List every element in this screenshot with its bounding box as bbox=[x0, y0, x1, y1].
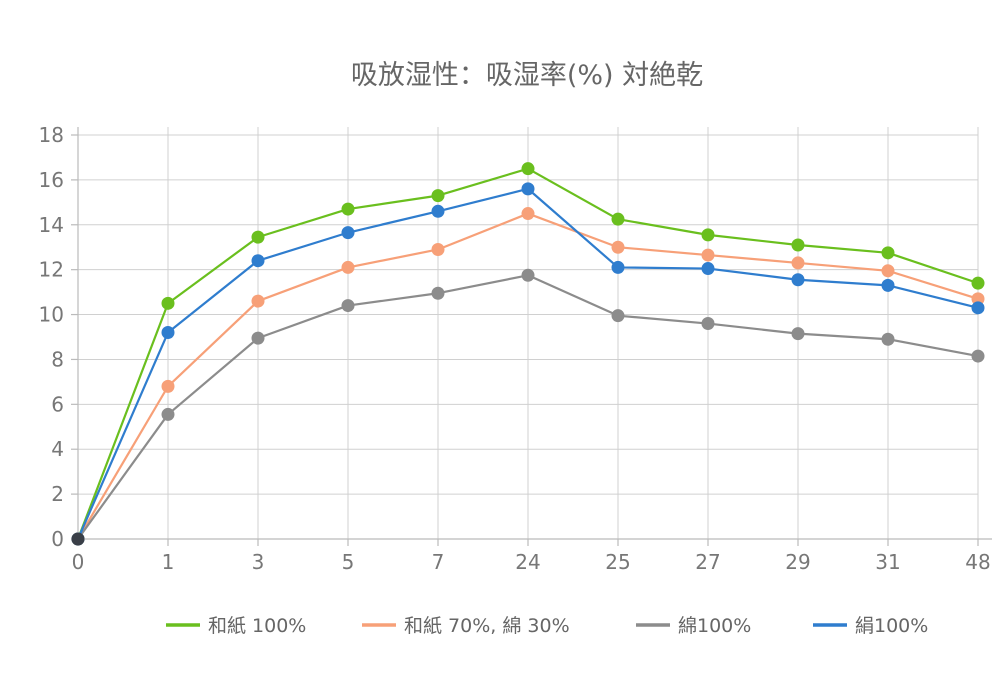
y-tick-label: 18 bbox=[39, 123, 64, 147]
y-tick-label: 16 bbox=[39, 168, 64, 192]
x-tick-label: 0 bbox=[72, 550, 85, 574]
data-point bbox=[611, 240, 625, 254]
data-point bbox=[701, 262, 715, 276]
x-tick-label: 24 bbox=[515, 550, 540, 574]
data-point bbox=[791, 327, 805, 341]
y-tick-label: 2 bbox=[51, 482, 64, 506]
x-tick-label: 5 bbox=[342, 550, 355, 574]
data-point bbox=[701, 228, 715, 242]
x-tick-label: 25 bbox=[605, 550, 630, 574]
series-1 bbox=[71, 207, 985, 546]
y-tick-label: 4 bbox=[51, 437, 64, 461]
data-point bbox=[971, 301, 985, 315]
data-point bbox=[521, 182, 535, 196]
chart-title: 吸放湿性：吸湿率(%) 対絶乾 bbox=[351, 60, 703, 91]
y-tick-label: 14 bbox=[39, 213, 64, 237]
data-point bbox=[971, 292, 985, 306]
legend-label: 絹100% bbox=[855, 615, 928, 637]
x-tick-label: 31 bbox=[875, 550, 900, 574]
series-layer bbox=[71, 162, 985, 546]
y-tick-label: 10 bbox=[39, 303, 64, 327]
data-point bbox=[791, 238, 805, 252]
legend: 和紙 100% 和紙 70%, 綿 30% 綿100% 絹100% bbox=[166, 615, 928, 637]
data-point bbox=[521, 268, 535, 282]
data-point bbox=[341, 299, 355, 313]
x-tick-label: 48 bbox=[965, 550, 990, 574]
data-point bbox=[431, 242, 445, 256]
series-0 bbox=[71, 162, 985, 546]
y-tick-label: 8 bbox=[51, 347, 64, 371]
data-point bbox=[161, 379, 175, 393]
data-point bbox=[251, 331, 265, 345]
data-point bbox=[161, 296, 175, 310]
data-point bbox=[431, 286, 445, 300]
legend-label: 和紙 70%, 綿 30% bbox=[404, 615, 570, 637]
x-tick-label: 7 bbox=[432, 550, 445, 574]
origin-point bbox=[71, 532, 85, 546]
data-point bbox=[341, 260, 355, 274]
legend-item: 和紙 70%, 綿 30% bbox=[362, 615, 570, 637]
data-point bbox=[521, 162, 535, 176]
data-point bbox=[971, 349, 985, 363]
data-point bbox=[251, 230, 265, 244]
data-point bbox=[251, 254, 265, 268]
y-tick-label: 0 bbox=[51, 527, 64, 551]
data-point bbox=[791, 256, 805, 270]
legend-label: 和紙 100% bbox=[208, 615, 306, 637]
series-2 bbox=[71, 268, 985, 546]
data-point bbox=[701, 317, 715, 331]
legend-item: 絹100% bbox=[813, 615, 928, 637]
data-point bbox=[161, 407, 175, 421]
x-tick-label: 29 bbox=[785, 550, 810, 574]
legend-item: 和紙 100% bbox=[166, 615, 306, 637]
data-point bbox=[881, 278, 895, 292]
data-point bbox=[431, 189, 445, 203]
data-point bbox=[341, 202, 355, 216]
data-point bbox=[341, 226, 355, 240]
x-tick-label: 27 bbox=[695, 550, 720, 574]
x-tick-label: 3 bbox=[252, 550, 265, 574]
y-tick-label: 6 bbox=[51, 392, 64, 416]
data-point bbox=[971, 276, 985, 290]
data-point bbox=[881, 264, 895, 278]
data-point bbox=[431, 204, 445, 218]
series-3 bbox=[71, 182, 985, 546]
data-point bbox=[611, 309, 625, 323]
data-point bbox=[881, 332, 895, 346]
data-point bbox=[791, 273, 805, 287]
legend-item: 綿100% bbox=[636, 615, 751, 637]
data-point bbox=[701, 248, 715, 262]
data-point bbox=[611, 212, 625, 226]
data-point bbox=[611, 260, 625, 274]
data-point bbox=[161, 326, 175, 340]
x-tick-label: 1 bbox=[162, 550, 175, 574]
y-tick-label: 12 bbox=[39, 258, 64, 282]
data-point bbox=[881, 246, 895, 260]
legend-label: 綿100% bbox=[678, 615, 751, 637]
data-point bbox=[251, 294, 265, 308]
data-point bbox=[521, 207, 535, 221]
